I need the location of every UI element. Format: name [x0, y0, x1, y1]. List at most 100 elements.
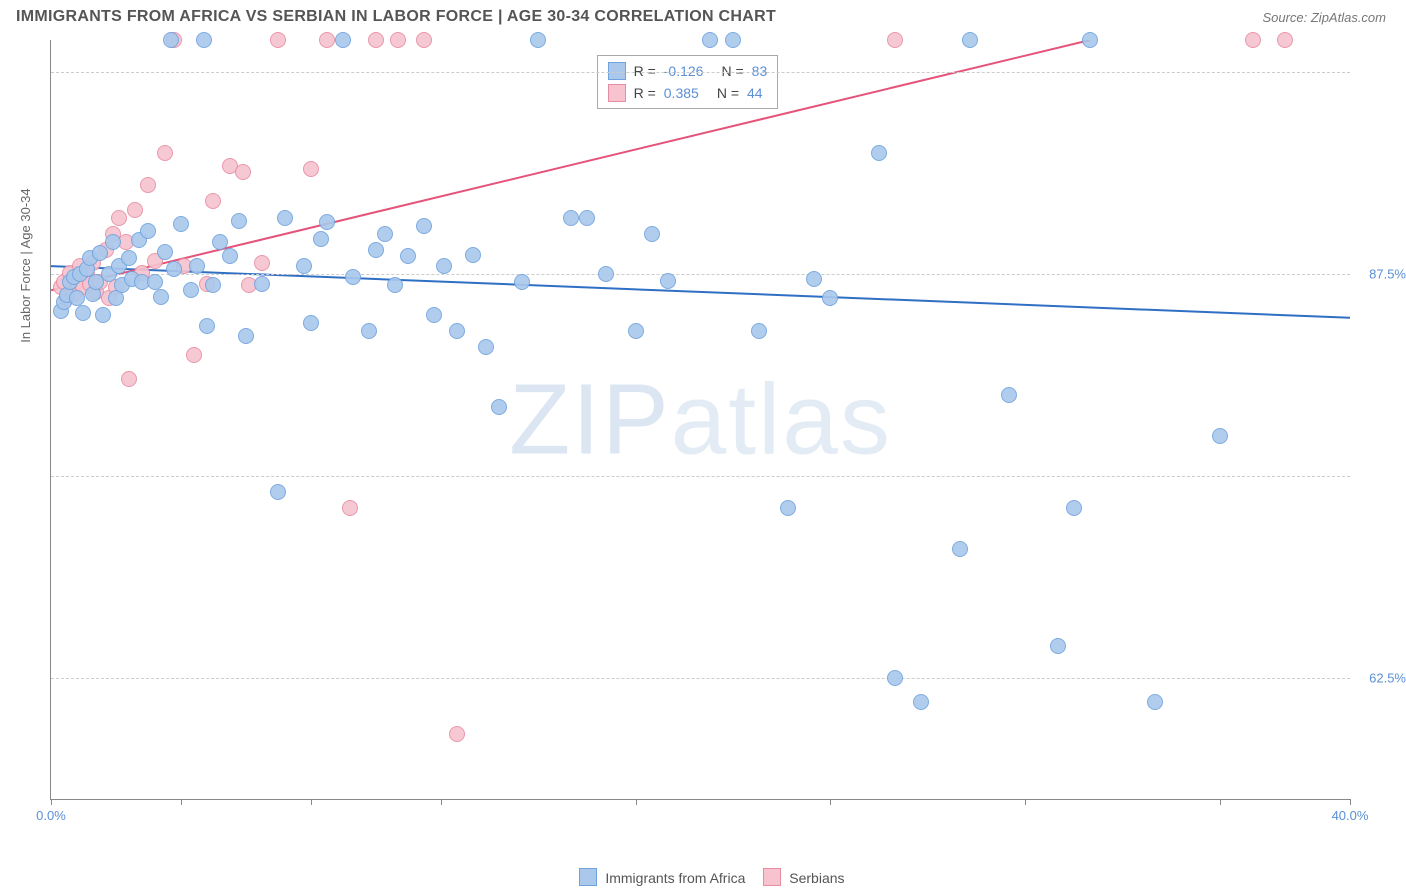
data-point-africa: [913, 694, 929, 710]
data-point-africa: [212, 234, 228, 250]
data-point-africa: [962, 32, 978, 48]
legend-label-africa: Immigrants from Africa: [601, 870, 745, 886]
data-point-serbians: [254, 255, 270, 271]
data-point-africa: [579, 210, 595, 226]
r-label: R =: [634, 85, 656, 101]
x-tick: [51, 799, 52, 805]
scatter-plot-area: ZIPatlas R =-0.126N =83R =0.385N =44 62.…: [50, 40, 1350, 800]
x-tick: [311, 799, 312, 805]
data-point-africa: [270, 484, 286, 500]
data-point-africa: [377, 226, 393, 242]
data-point-africa: [75, 305, 91, 321]
data-point-africa: [313, 231, 329, 247]
legend-swatch: [608, 84, 626, 102]
data-point-africa: [183, 282, 199, 298]
data-point-africa: [163, 32, 179, 48]
x-tick: [636, 799, 637, 805]
data-point-africa: [157, 244, 173, 260]
n-value: 44: [747, 85, 763, 101]
gridline-h: [51, 476, 1350, 477]
data-point-africa: [222, 248, 238, 264]
data-point-serbians: [368, 32, 384, 48]
watermark: ZIPatlas: [509, 362, 892, 477]
trend-line-serbians: [51, 40, 1090, 290]
data-point-africa: [335, 32, 351, 48]
legend-swatch: [579, 868, 597, 886]
data-point-africa: [1082, 32, 1098, 48]
trend-lines-layer: [51, 40, 1350, 799]
gridline-h: [51, 274, 1350, 275]
data-point-serbians: [1277, 32, 1293, 48]
data-point-serbians: [1245, 32, 1261, 48]
n-label: N =: [717, 85, 739, 101]
legend-stat-row-serbians: R = 0.385 N = 44: [608, 82, 768, 104]
data-point-africa: [231, 213, 247, 229]
chart-title: IMMIGRANTS FROM AFRICA VS SERBIAN IN LAB…: [16, 8, 776, 26]
source-prefix: Source:: [1262, 10, 1310, 25]
series-legend: Immigrants from Africa Serbians: [0, 868, 1406, 886]
watermark-part1: ZIP: [509, 363, 671, 475]
data-point-africa: [319, 214, 335, 230]
x-tick: [1220, 799, 1221, 805]
data-point-serbians: [111, 210, 127, 226]
data-point-serbians: [303, 161, 319, 177]
x-tick-label: 0.0%: [36, 808, 66, 823]
x-tick-label: 40.0%: [1332, 808, 1369, 823]
y-tick-label: 87.5%: [1356, 267, 1406, 282]
data-point-africa: [806, 271, 822, 287]
data-point-africa: [465, 247, 481, 263]
data-point-africa: [173, 216, 189, 232]
x-tick: [1025, 799, 1026, 805]
data-point-africa: [199, 318, 215, 334]
data-point-serbians: [270, 32, 286, 48]
data-point-africa: [598, 266, 614, 282]
data-point-africa: [166, 261, 182, 277]
data-point-africa: [368, 242, 384, 258]
data-point-africa: [426, 307, 442, 323]
data-point-africa: [702, 32, 718, 48]
data-point-africa: [303, 315, 319, 331]
data-point-africa: [952, 541, 968, 557]
correlation-legend: R =-0.126N =83R =0.385N =44: [597, 55, 779, 109]
data-point-serbians: [186, 347, 202, 363]
data-point-africa: [751, 323, 767, 339]
data-point-africa: [400, 248, 416, 264]
legend-label-serbians: Serbians: [785, 870, 844, 886]
data-point-africa: [254, 276, 270, 292]
data-point-africa: [196, 32, 212, 48]
data-point-serbians: [449, 726, 465, 742]
data-point-serbians: [319, 32, 335, 48]
data-point-africa: [563, 210, 579, 226]
data-point-africa: [153, 289, 169, 305]
gridline-h: [51, 72, 1350, 73]
data-point-africa: [1066, 500, 1082, 516]
data-point-africa: [436, 258, 452, 274]
n-label: N =: [721, 63, 743, 79]
data-point-serbians: [127, 202, 143, 218]
chart-header: IMMIGRANTS FROM AFRICA VS SERBIAN IN LAB…: [0, 0, 1406, 30]
data-point-africa: [780, 500, 796, 516]
data-point-africa: [822, 290, 838, 306]
x-tick: [441, 799, 442, 805]
data-point-africa: [238, 328, 254, 344]
data-point-serbians: [416, 32, 432, 48]
data-point-africa: [1001, 387, 1017, 403]
r-value: 0.385: [664, 85, 699, 101]
data-point-africa: [361, 323, 377, 339]
data-point-africa: [387, 277, 403, 293]
data-point-africa: [277, 210, 293, 226]
data-point-africa: [478, 339, 494, 355]
data-point-serbians: [887, 32, 903, 48]
data-point-africa: [660, 273, 676, 289]
data-point-africa: [140, 223, 156, 239]
x-tick: [1350, 799, 1351, 805]
data-point-africa: [92, 245, 108, 261]
data-point-serbians: [121, 371, 137, 387]
data-point-africa: [644, 226, 660, 242]
gridline-h: [51, 678, 1350, 679]
legend-stat-row-africa: R =-0.126N =83: [608, 60, 768, 82]
data-point-serbians: [342, 500, 358, 516]
y-tick-label: 62.5%: [1356, 670, 1406, 685]
data-point-serbians: [235, 164, 251, 180]
data-point-africa: [628, 323, 644, 339]
